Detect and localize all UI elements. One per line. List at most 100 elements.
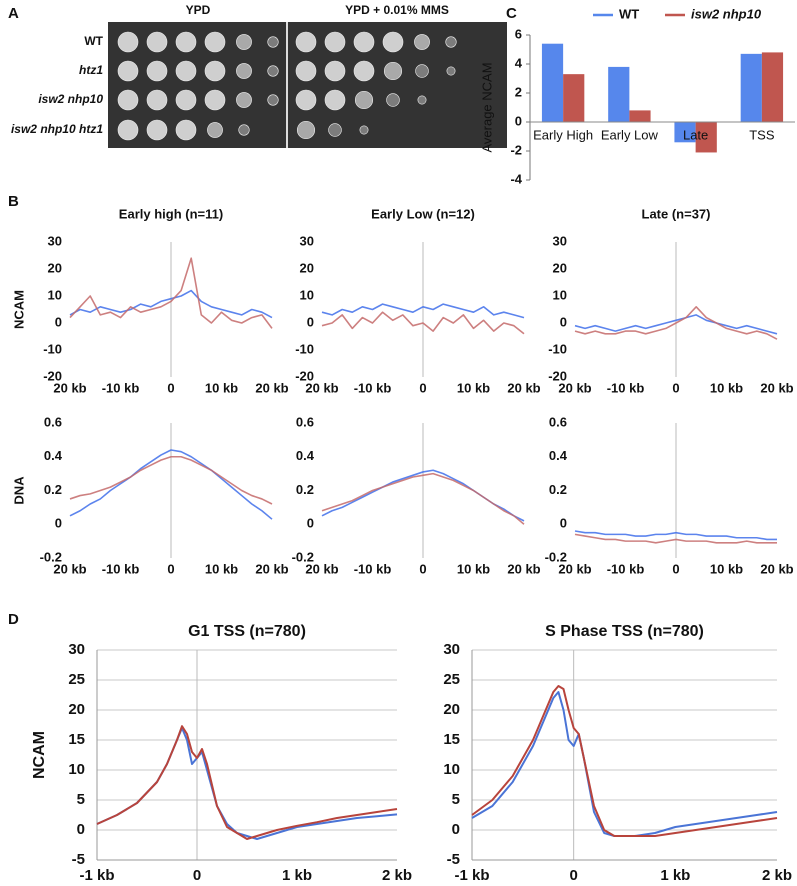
series-line [321, 472, 525, 525]
x-tick-label: 2 kb [382, 867, 412, 884]
colony-spot [238, 124, 250, 136]
y-tick-label: 0 [452, 821, 460, 838]
colony-spot [324, 60, 346, 82]
series-line [574, 314, 778, 335]
x-tick-label: 10 kb [457, 561, 490, 576]
x-tick-label: 0 [193, 867, 201, 884]
plate-header: YPD [186, 3, 211, 17]
y-tick-label: 10 [553, 287, 567, 302]
colony-spot [117, 89, 139, 111]
strain-label: WT [84, 34, 103, 48]
x-tick-label: 20 kb [53, 380, 86, 395]
y-tick-label: 30 [68, 641, 85, 658]
y-tick-label: 0 [55, 516, 62, 531]
y-tick-label: 0.2 [296, 482, 314, 497]
colony-spot [296, 120, 316, 140]
x-tick-label: -10 kb [607, 561, 645, 576]
bar [695, 122, 717, 153]
series-line [69, 449, 273, 520]
panel-label: D [8, 611, 19, 628]
series-line [69, 289, 273, 319]
colony-spot [415, 64, 429, 78]
y-tick-label: 15 [443, 731, 460, 748]
y-axis-label: Average NCAM [479, 62, 494, 152]
bar [629, 110, 651, 122]
x-tick-label: 0 [167, 380, 174, 395]
x-tick-label: 20 kb [255, 380, 288, 395]
spots [117, 31, 457, 141]
series-line [321, 303, 525, 319]
colony-spot [175, 89, 197, 111]
chart-title: Late (n=37) [642, 206, 711, 221]
colony-spot [353, 31, 375, 53]
y-tick-label: 20 [443, 701, 460, 718]
colony-spot [175, 60, 197, 82]
y-tick-label: 0 [77, 821, 85, 838]
colony-spot [324, 31, 346, 53]
series-line [471, 685, 778, 837]
series-line [471, 691, 778, 837]
y-tick-label: 30 [443, 641, 460, 658]
y-tick-label: 5 [452, 791, 460, 808]
colony-spot [117, 60, 139, 82]
y-tick-label: 2 [515, 84, 522, 99]
colony-spot [324, 89, 346, 111]
series-line [574, 530, 777, 541]
colony-spot [267, 36, 279, 48]
y-tick-label: 20 [300, 260, 314, 275]
colony-spot [382, 31, 404, 53]
series-line [574, 306, 778, 340]
x-tick-label: 0 [569, 867, 577, 884]
series-line [96, 725, 398, 840]
x-tick-label: 20 kb [305, 380, 338, 395]
colony-spot [353, 60, 375, 82]
series-line [321, 311, 525, 335]
y-tick-label: 20 [68, 701, 85, 718]
colony-spot [175, 31, 197, 53]
x-tick-label: 0 [419, 561, 426, 576]
y-tick-label: 20 [553, 260, 567, 275]
x-tick-label: 10 kb [710, 561, 743, 576]
x-tick-label: 1 kb [282, 867, 312, 884]
x-tick-label: 10 kb [205, 561, 238, 576]
colony-spot [267, 94, 279, 106]
colony-spot [295, 31, 317, 53]
x-tick-label: -1 kb [79, 867, 114, 884]
colony-spot [207, 122, 223, 138]
strain-label: htz1 [79, 63, 103, 77]
y-tick-label: -5 [447, 851, 460, 868]
colony-spot [146, 119, 168, 141]
bar [608, 66, 630, 122]
y-tick-label: -2 [510, 142, 522, 157]
x-tick-label: -10 kb [354, 561, 392, 576]
y-tick-label: -4 [510, 171, 522, 186]
y-axis-label: NCAM [31, 731, 48, 779]
colony-spot [359, 125, 369, 135]
y-tick-label: 20 [48, 260, 62, 275]
x-tick-label: 20 kb [507, 561, 540, 576]
colony-spot [445, 36, 457, 48]
bar [541, 43, 564, 123]
series-line [96, 727, 398, 840]
colony-spot [117, 31, 139, 53]
y-tick-label: 0 [560, 314, 567, 329]
colony-spot [204, 60, 226, 82]
bar [740, 53, 762, 122]
y-tick-label: 0 [560, 516, 567, 531]
colony-spot [236, 92, 252, 108]
bar [761, 52, 784, 122]
x-tick-label: 0 [167, 561, 174, 576]
y-tick-label: 15 [68, 731, 85, 748]
y-tick-label: 0.4 [44, 448, 63, 463]
y-tick-label: -20 [43, 368, 62, 383]
colony-spot [295, 89, 317, 111]
y-tick-label: 0 [307, 314, 314, 329]
x-tick-label: 0 [672, 561, 679, 576]
y-tick-label: -10 [43, 341, 62, 356]
y-tick-label: -0.2 [545, 549, 567, 564]
y-tick-label: 0 [515, 113, 522, 128]
x-tick-label: 20 kb [255, 561, 288, 576]
strain-label: isw2 nhp10 htz1 [11, 122, 103, 136]
panel-label: C [506, 5, 517, 22]
